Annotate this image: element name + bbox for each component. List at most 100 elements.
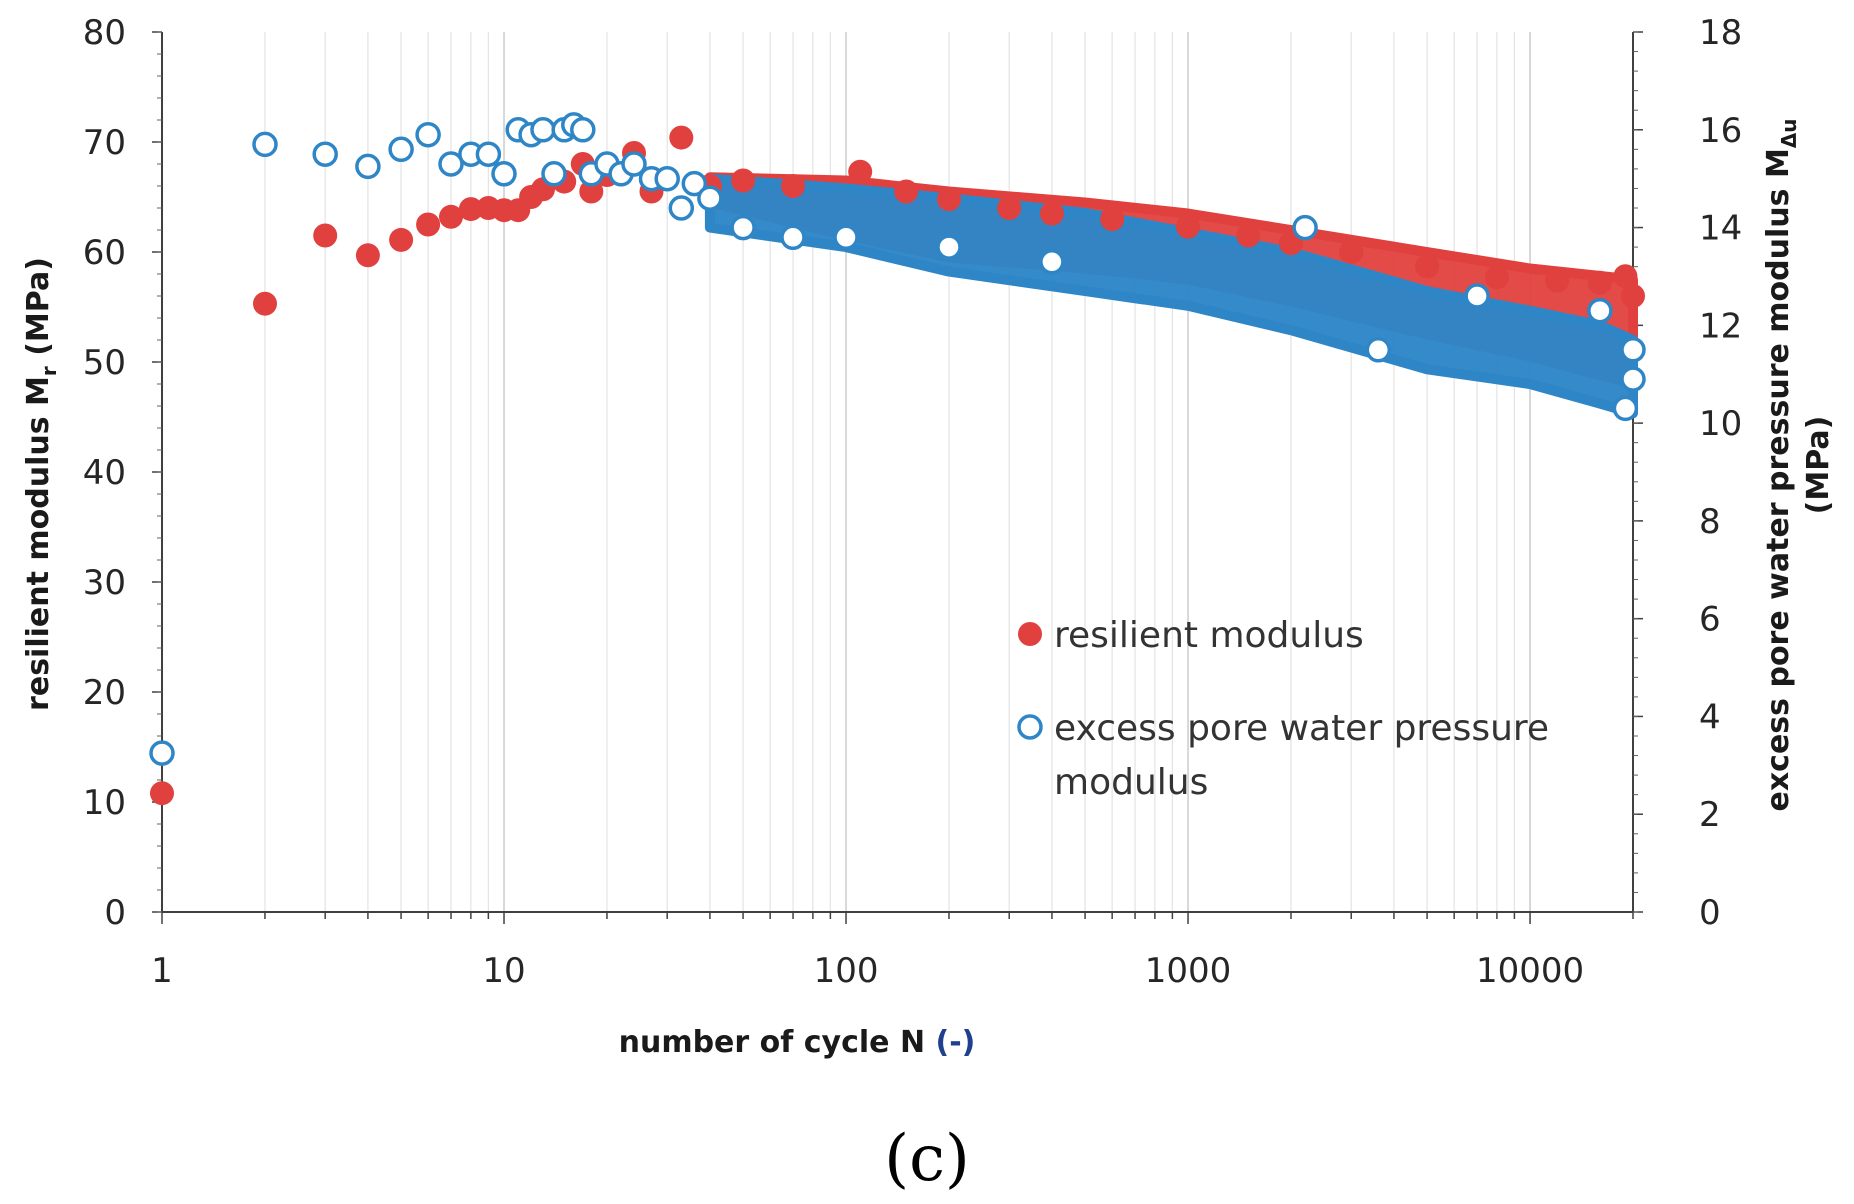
resilient-modulus-point — [1100, 207, 1125, 231]
legend-marker-pore — [1017, 714, 1043, 740]
resilient-modulus-point — [355, 243, 380, 268]
pore-pressure-modulus-point — [668, 195, 695, 221]
y-right-tick-label: 10 — [1699, 404, 1742, 444]
resilient-modulus-point — [731, 168, 756, 193]
y-left-tick-label: 70 — [83, 123, 126, 163]
y-right-tick-label: 6 — [1699, 600, 1721, 640]
legend: resilient modulus excess pore water pres… — [1017, 615, 1549, 803]
resilient-modulus-point — [937, 187, 961, 212]
pore-pressure-modulus-point — [697, 185, 723, 211]
y-left-tick-label: 60 — [83, 233, 126, 273]
pore-pressure-modulus-point — [530, 117, 556, 143]
y-left-axis-title-sub: r — [37, 366, 61, 376]
x-tick-label: 1000 — [1145, 951, 1232, 991]
resilient-modulus-point — [458, 197, 483, 222]
dense-data-bands — [704, 172, 1638, 419]
y-right-axis-title-sub: Δu — [1777, 118, 1801, 148]
resilient-modulus-point — [894, 179, 919, 204]
y-right-axis-title-main: excess pore water pressure modulus M — [1761, 148, 1796, 811]
y-right-axis-title-line2: (MPa) — [1801, 416, 1836, 515]
x-tick-label: 10000 — [1476, 951, 1584, 991]
resilient-modulus-point — [389, 227, 414, 252]
x-axis-title-unit: (-) — [936, 1025, 976, 1060]
resilient-modulus-point — [1039, 201, 1064, 226]
y-right-tick-label: 8 — [1699, 502, 1721, 542]
resilient-modulus-point — [439, 204, 463, 229]
tick-labels: 1 10 100 1000 10000 0 10 20 30 40 50 60 70 80 0 2 4 6 8 10 1… — [83, 13, 1743, 991]
pore-pressure-modulus-point — [681, 170, 708, 197]
resilient-modulus-point — [1339, 240, 1364, 264]
pore-pressure-modulus-point — [1039, 249, 1065, 275]
resilient-modulus-point — [781, 174, 805, 198]
pore-pressure-modulus-point — [780, 224, 806, 251]
y-right-tick-label: 14 — [1699, 209, 1742, 249]
pore-pressure-modulus-point — [1612, 395, 1639, 422]
resilient-modulus-point — [669, 125, 694, 150]
x-tick-label: 10 — [482, 951, 525, 991]
pore-pressure-modulus-point — [730, 214, 756, 241]
resilient-modulus-point — [1587, 270, 1612, 295]
resilient-modulus-point — [1415, 254, 1440, 279]
resilient-modulus-point — [1236, 223, 1261, 248]
y-left-tick-label: 40 — [83, 453, 126, 493]
legend-label-pore-line1: excess pore water pressure — [1054, 708, 1549, 749]
pore-pressure-modulus-point — [312, 141, 338, 167]
resilient-modulus-point — [579, 179, 604, 204]
pore-pressure-modulus-point — [388, 136, 414, 163]
y-right-tick-label: 2 — [1699, 795, 1721, 835]
resilient-modulus-point — [1613, 264, 1638, 289]
data-points — [149, 112, 1646, 806]
resilient-modulus-point — [1545, 268, 1570, 293]
legend-marker-resilient — [1018, 622, 1042, 646]
pore-pressure-modulus-point — [541, 161, 567, 187]
y-right-tick-label: 12 — [1699, 306, 1742, 346]
y-left-tick-label: 80 — [83, 13, 126, 53]
y-left-tick-label: 10 — [83, 783, 126, 823]
pore-pressure-modulus-point — [438, 151, 464, 177]
y-left-axis-title: resilient modulus Mr (MPa) — [21, 257, 61, 711]
y-right-axis-title-line1: excess pore water pressure modulus MΔu — [1761, 118, 1801, 811]
resilient-modulus-point — [1484, 265, 1509, 290]
y-left-axis-title-main: resilient modulus M — [21, 376, 56, 711]
x-axis-title: number of cycle N (-) — [619, 1025, 976, 1060]
pore-pressure-modulus-point — [654, 165, 680, 192]
pore-pressure-modulus-point — [1587, 297, 1613, 324]
resilient-modulus-point — [253, 291, 277, 316]
pore-pressure-modulus-point — [1292, 214, 1318, 241]
x-tick-label: 1 — [151, 951, 173, 991]
resilient-modulus-point — [848, 159, 873, 184]
pore-pressure-modulus-point — [570, 117, 596, 143]
resilient-modulus-point — [1621, 284, 1645, 308]
figure-caption: (c) — [884, 1122, 970, 1196]
pore-pressure-modulus-point — [252, 131, 278, 158]
pore-pressure-modulus-point — [475, 141, 502, 167]
resilient-modulus-point — [150, 781, 174, 806]
y-right-tick-label: 18 — [1699, 13, 1742, 53]
pore-pressure-modulus-point — [1365, 337, 1392, 363]
pore-pressure-modulus-point — [415, 121, 441, 148]
pore-pressure-modulus-point — [149, 740, 175, 766]
resilient-modulus-point — [1176, 214, 1200, 239]
pore-pressure-modulus-point — [1464, 283, 1490, 309]
pore-pressure-modulus-point — [936, 234, 962, 260]
pore-pressure-modulus-point — [1620, 366, 1646, 392]
pore-pressure-modulus-point — [621, 151, 647, 177]
pore-pressure-modulus-point — [355, 153, 381, 180]
y-left-tick-label: 30 — [83, 563, 126, 603]
y-right-tick-label: 4 — [1699, 697, 1721, 737]
resilient-modulus-point — [416, 212, 441, 237]
x-axis-title-main: number of cycle N — [619, 1025, 936, 1060]
legend-label-resilient: resilient modulus — [1054, 615, 1364, 656]
y-right-tick-label: 0 — [1699, 893, 1721, 933]
legend-label-pore-line2: modulus — [1054, 762, 1208, 803]
y-left-tick-label: 20 — [83, 673, 126, 713]
y-left-tick-label: 50 — [83, 343, 126, 383]
pore-pressure-modulus-point — [833, 224, 859, 251]
y-left-tick-label: 0 — [104, 893, 126, 933]
vertical-gridlines — [161, 32, 1634, 912]
resilient-modulus-point — [313, 223, 338, 248]
y-right-tick-label: 16 — [1699, 111, 1742, 151]
y-left-axis-title-unit: (MPa) — [21, 257, 56, 366]
resilient-modulus-point — [997, 196, 1022, 220]
